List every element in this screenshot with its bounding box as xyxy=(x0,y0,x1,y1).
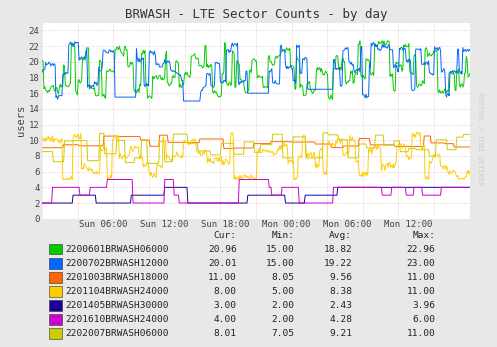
Text: 8.00: 8.00 xyxy=(214,287,237,296)
Bar xyxy=(49,314,62,325)
Text: 7.05: 7.05 xyxy=(271,329,294,338)
Text: Min:: Min: xyxy=(271,231,294,240)
Text: Avg:: Avg: xyxy=(329,231,352,240)
Bar xyxy=(49,258,62,269)
Text: 11.00: 11.00 xyxy=(208,273,237,282)
Text: 2200601BRWASH06000: 2200601BRWASH06000 xyxy=(66,245,169,254)
Text: 2201104BRWASH24000: 2201104BRWASH24000 xyxy=(66,287,169,296)
Text: 3.00: 3.00 xyxy=(214,301,237,310)
Text: 2201003BRWASH18000: 2201003BRWASH18000 xyxy=(66,273,169,282)
Text: 4.00: 4.00 xyxy=(214,315,237,324)
Text: 5.00: 5.00 xyxy=(271,287,294,296)
Text: 2.00: 2.00 xyxy=(271,315,294,324)
Text: 8.01: 8.01 xyxy=(214,329,237,338)
Bar xyxy=(49,300,62,311)
Text: 22.96: 22.96 xyxy=(407,245,435,254)
Text: RRDTOOL / TOBI OETIKER: RRDTOOL / TOBI OETIKER xyxy=(477,92,483,186)
Bar xyxy=(49,272,62,283)
Text: 2201610BRWASH24000: 2201610BRWASH24000 xyxy=(66,315,169,324)
Text: 20.96: 20.96 xyxy=(208,245,237,254)
Text: 15.00: 15.00 xyxy=(266,245,294,254)
Text: Cur:: Cur: xyxy=(214,231,237,240)
Text: 11.00: 11.00 xyxy=(407,329,435,338)
Text: 19.22: 19.22 xyxy=(324,259,352,268)
Y-axis label: users: users xyxy=(16,105,26,136)
Text: Max:: Max: xyxy=(413,231,435,240)
Text: 3.96: 3.96 xyxy=(413,301,435,310)
Text: 23.00: 23.00 xyxy=(407,259,435,268)
Bar xyxy=(49,286,62,297)
Text: 9.21: 9.21 xyxy=(329,329,352,338)
Text: 11.00: 11.00 xyxy=(407,287,435,296)
Text: 4.28: 4.28 xyxy=(329,315,352,324)
Text: 2201405BRWASH30000: 2201405BRWASH30000 xyxy=(66,301,169,310)
Title: BRWASH - LTE Sector Counts - by day: BRWASH - LTE Sector Counts - by day xyxy=(125,8,387,22)
Bar xyxy=(49,244,62,254)
Text: 6.00: 6.00 xyxy=(413,315,435,324)
Text: 2200702BRWASH12000: 2200702BRWASH12000 xyxy=(66,259,169,268)
Text: 8.38: 8.38 xyxy=(329,287,352,296)
Text: 8.05: 8.05 xyxy=(271,273,294,282)
Text: 9.56: 9.56 xyxy=(329,273,352,282)
Text: 11.00: 11.00 xyxy=(407,273,435,282)
Text: 2.43: 2.43 xyxy=(329,301,352,310)
Text: 2.00: 2.00 xyxy=(271,301,294,310)
Text: 2202007BRWASH06000: 2202007BRWASH06000 xyxy=(66,329,169,338)
Text: 15.00: 15.00 xyxy=(266,259,294,268)
Text: 20.01: 20.01 xyxy=(208,259,237,268)
Bar xyxy=(49,328,62,339)
Text: 18.82: 18.82 xyxy=(324,245,352,254)
